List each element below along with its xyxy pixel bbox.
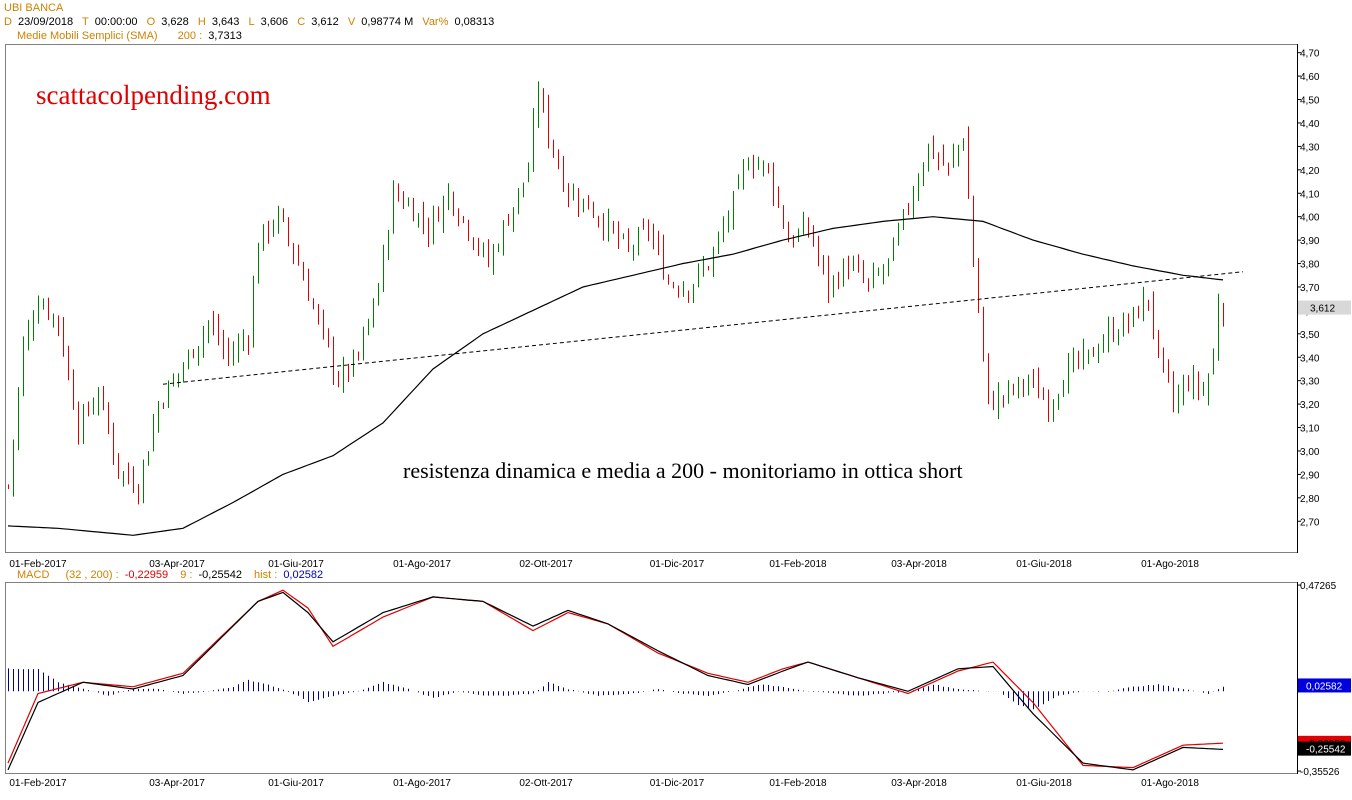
price-tick-label: 3,40 bbox=[1300, 353, 1320, 364]
hist-label: hist : bbox=[254, 569, 278, 581]
hist-tag bbox=[1298, 678, 1351, 693]
date-tick-label: 01-Ago-2018 bbox=[1141, 778, 1199, 789]
macd-params: (32 , 200) : bbox=[65, 569, 119, 581]
last-price-tag bbox=[1298, 300, 1351, 315]
price-tick-label: 2,90 bbox=[1300, 470, 1320, 481]
signal-tag-label: -0,25542 bbox=[1306, 745, 1346, 756]
date-tick-label: 01-Feb-2018 bbox=[769, 559, 827, 570]
volume-key: V bbox=[347, 16, 356, 28]
close-value: 3,612 bbox=[311, 16, 339, 28]
ohlc-bar: D 23/09/2018 T 00:00:00 O 3,628 H 3,643 … bbox=[4, 16, 500, 29]
date-key: D bbox=[4, 16, 12, 28]
macd-legend: MACD (32 , 200) : -0,22959 9 : -0,25542 … bbox=[17, 569, 326, 582]
price-tick-label: 3,70 bbox=[1300, 283, 1320, 294]
price-tick-label: 4,00 bbox=[1300, 213, 1320, 224]
date-tick-label: 03-Apr-2017 bbox=[149, 778, 205, 789]
open-value: 3,628 bbox=[161, 16, 189, 28]
date-value: 23/09/2018 bbox=[18, 16, 74, 28]
open-key: O bbox=[146, 16, 156, 28]
close-key: C bbox=[297, 16, 306, 28]
macd-panel-frame bbox=[5, 582, 1298, 774]
date-tick-label: 01-Giu-2018 bbox=[1016, 559, 1072, 570]
signal-line bbox=[7, 589, 1224, 769]
macd-tick-label: -0,35526 bbox=[1300, 767, 1340, 778]
price-tick-label: 2,80 bbox=[1300, 494, 1320, 505]
macd-line bbox=[7, 591, 1224, 771]
date-tick-label: 03-Apr-2017 bbox=[149, 559, 205, 570]
price-y-axis: 4,70 4,60 4,50 4,40 4,30 4,20 4,10 4,00 3,90 3,80… bbox=[1297, 49, 1351, 528]
sma-value: 3,7313 bbox=[208, 30, 242, 42]
macd-lines bbox=[7, 589, 1224, 771]
time-value: 00:00:00 bbox=[94, 16, 138, 28]
date-tick-label: 01-Ago-2017 bbox=[393, 778, 451, 789]
price-tick-label: 3,80 bbox=[1300, 260, 1320, 271]
date-tick-label: 01-Feb-2018 bbox=[769, 778, 827, 789]
date-tick-label: 01-Feb-2017 bbox=[9, 778, 67, 789]
overlays bbox=[7, 216, 1244, 536]
sma-legend: Medie Mobili Semplici (SMA) 200 : 3,7313 bbox=[17, 30, 245, 43]
signal-period: 9 : bbox=[180, 569, 193, 581]
volume-value: 0,98774 M bbox=[361, 16, 414, 28]
date-tick-label: 03-Apr-2018 bbox=[891, 559, 947, 570]
macd-tick-label: 0,47265 bbox=[1300, 581, 1337, 592]
macd-histogram bbox=[8, 668, 1224, 710]
date-tick-label: 01-Ago-2018 bbox=[1141, 559, 1199, 570]
price-tick-label: 4,50 bbox=[1300, 96, 1320, 107]
price-tick-label: 3,00 bbox=[1300, 447, 1320, 458]
price-tick-label: 3,10 bbox=[1300, 424, 1320, 435]
sma-label: Medie Mobili Semplici (SMA) bbox=[17, 30, 158, 42]
price-tick-label: 3,50 bbox=[1300, 330, 1320, 341]
date-tick-label: 01-Ago-2017 bbox=[393, 559, 451, 570]
symbol-name: UBI BANCA bbox=[4, 2, 64, 14]
price-tick-label: 4,40 bbox=[1300, 119, 1320, 130]
price-tick-label: 2,70 bbox=[1300, 517, 1320, 528]
candles bbox=[8, 81, 1224, 505]
price-tick-label: 3,20 bbox=[1300, 400, 1320, 411]
signal-value: -0,25542 bbox=[198, 569, 242, 581]
sma200-line bbox=[7, 216, 1224, 536]
low-key: L bbox=[248, 16, 255, 28]
time-key: T bbox=[81, 16, 89, 28]
macd-label: MACD bbox=[17, 569, 50, 581]
price-tick-label: 4,70 bbox=[1300, 49, 1320, 60]
var-value: 0,08313 bbox=[454, 16, 495, 28]
date-tick-label: 02-Ott-2017 bbox=[519, 559, 573, 570]
price-tick-label: 3,30 bbox=[1300, 377, 1320, 388]
price-tick-label: 4,20 bbox=[1300, 166, 1320, 177]
signal-tag bbox=[1298, 741, 1351, 756]
date-tick-label: 01-Dic-2017 bbox=[650, 559, 705, 570]
hist-value: 0,02582 bbox=[283, 569, 324, 581]
date-tick-label: 01-Dic-2017 bbox=[650, 778, 705, 789]
date-tick-label: 01-Giu-2017 bbox=[268, 778, 324, 789]
var-key: Var% bbox=[422, 16, 449, 28]
price-tick-label: 3,90 bbox=[1300, 236, 1320, 247]
annotation-note: resistenza dinamica e media a 200 - moni… bbox=[403, 458, 963, 483]
date-tick-label: 01-Giu-2017 bbox=[268, 559, 324, 570]
macd-x-axis: 01-Feb-2017 03-Apr-2017 01-Giu-2017 01-Ago-… bbox=[9, 778, 1199, 789]
last-price-label: 3,612 bbox=[1310, 304, 1335, 315]
date-tick-label: 01-Giu-2018 bbox=[1016, 778, 1072, 789]
watermark: scattacolpending.com bbox=[36, 80, 271, 110]
high-value: 3,643 bbox=[211, 16, 240, 28]
high-key: H bbox=[197, 16, 206, 28]
date-tick-label: 02-Ott-2017 bbox=[519, 778, 573, 789]
macd-value: -0,22959 bbox=[124, 569, 169, 581]
symbol-title: UBI BANCA bbox=[4, 2, 66, 15]
hist-tag-label: 0,02582 bbox=[1306, 681, 1343, 692]
price-tick-label: 4,30 bbox=[1300, 142, 1320, 153]
price-tick-label: 4,60 bbox=[1300, 72, 1320, 83]
trendline bbox=[162, 271, 1244, 385]
price-x-axis: 01-Feb-2017 03-Apr-2017 01-Giu-2017 01-Ago-… bbox=[9, 559, 1199, 570]
sma-period: 200 : bbox=[177, 30, 203, 42]
date-tick-label: 03-Apr-2018 bbox=[891, 778, 947, 789]
low-value: 3,606 bbox=[260, 16, 289, 28]
price-tick-label: 4,10 bbox=[1300, 189, 1320, 200]
date-tick-label: 01-Feb-2017 bbox=[9, 559, 67, 570]
